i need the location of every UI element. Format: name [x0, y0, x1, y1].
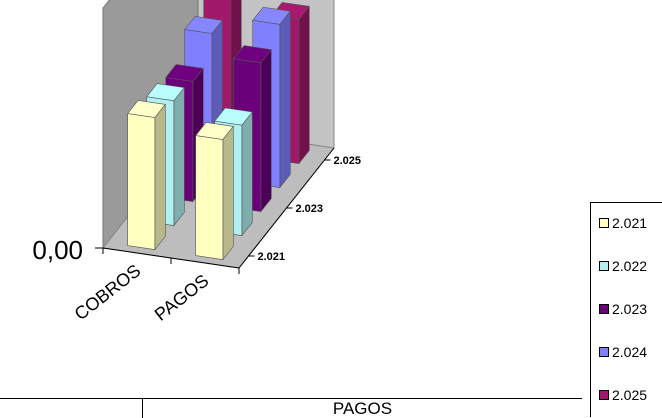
- bar-side: [154, 103, 166, 251]
- legend-swatch: [599, 304, 609, 314]
- legend-label: 2.021: [612, 215, 648, 231]
- table-divider: [142, 399, 143, 418]
- legend-label: 2.022: [612, 258, 648, 274]
- legend-label: 2.025: [612, 387, 648, 403]
- legend-label: 2.024: [612, 344, 648, 360]
- category-label: COBROS: [71, 260, 145, 324]
- bar-side: [173, 86, 185, 227]
- bar-side: [279, 10, 291, 189]
- bar-side: [298, 5, 310, 165]
- legend-item-2021: 2.021: [599, 215, 647, 231]
- category-label: PAGOS: [151, 270, 213, 324]
- value-tick-label: 0,00: [32, 235, 83, 265]
- data-table: PAGOS: [0, 398, 582, 418]
- bar-side: [260, 48, 272, 213]
- legend-item-2024: 2.024: [599, 344, 647, 360]
- legend-item-2025: 2.025: [599, 387, 647, 403]
- depth-label: 2.021: [258, 251, 286, 263]
- bar-side: [222, 125, 234, 261]
- legend-swatch: [599, 390, 609, 400]
- legend-item-2022: 2.022: [599, 258, 647, 274]
- legend-swatch: [599, 218, 609, 228]
- legend: 2.021 2.022 2.023 2.024 2.025: [590, 202, 662, 417]
- depth-label: 2.023: [296, 203, 324, 215]
- bar-2.021-pagos: [195, 122, 234, 261]
- bar-side: [241, 111, 253, 237]
- bar-front: [195, 135, 224, 260]
- legend-label: 2.023: [612, 301, 648, 317]
- table-header-pagos: PAGOS: [332, 399, 393, 418]
- bar-front: [127, 113, 156, 250]
- legend-swatch: [599, 347, 609, 357]
- chart-bars: [127, 0, 310, 261]
- depth-label: 2.025: [334, 155, 362, 167]
- bar-2.021-cobros: [127, 100, 166, 251]
- legend-swatch: [599, 261, 609, 271]
- legend-item-2023: 2.023: [599, 301, 647, 317]
